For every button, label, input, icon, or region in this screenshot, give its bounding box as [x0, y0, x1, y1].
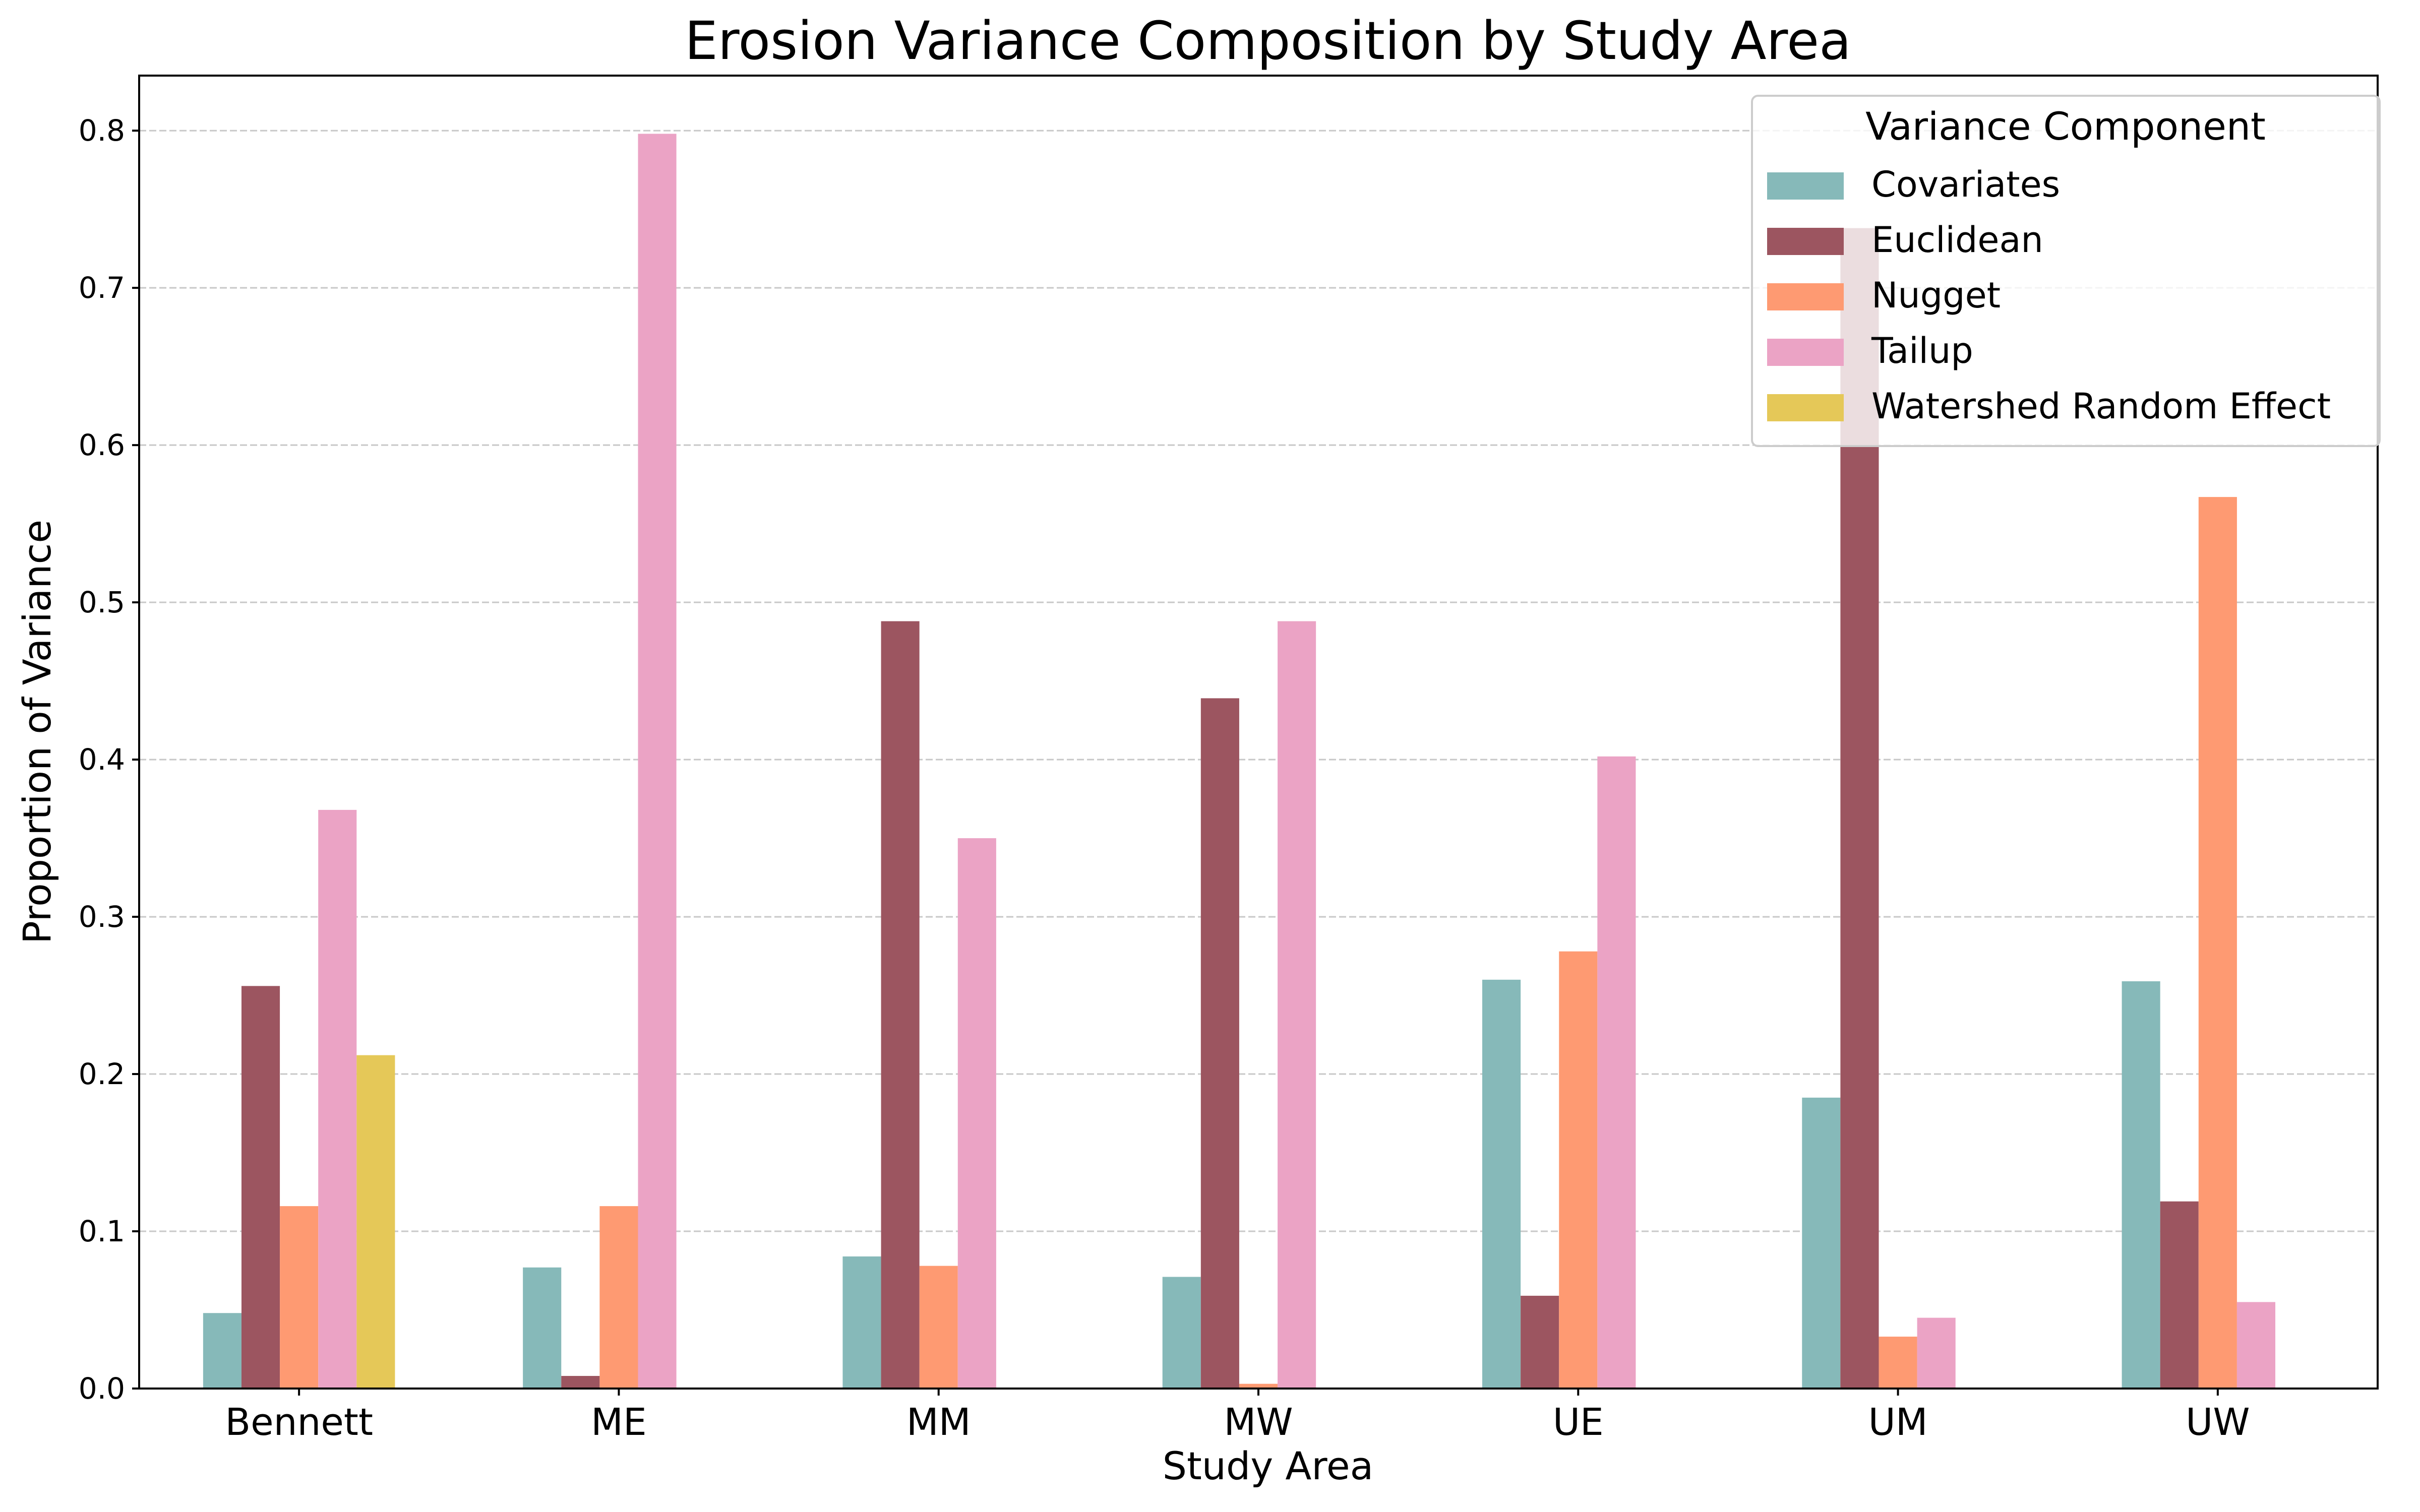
- bar-nugget-ue: [1559, 951, 1598, 1389]
- bar-covariates-mw: [1162, 1277, 1201, 1389]
- bar-euclidean-uw: [2160, 1201, 2199, 1389]
- legend-label: Euclidean: [1871, 219, 2043, 261]
- x-tick-label: Bennett: [225, 1401, 373, 1444]
- legend-swatch: [1767, 228, 1844, 255]
- bar-nugget-mm: [919, 1266, 958, 1389]
- y-tick-label: 0.6: [79, 428, 125, 462]
- bar-euclidean-me: [561, 1376, 600, 1389]
- bar-tailup-um: [1917, 1317, 1956, 1389]
- legend: Variance Component Covariates Euclidean Nu…: [1751, 95, 2381, 447]
- y-tick-label: 0.8: [79, 113, 125, 148]
- bar-covariates-uw: [2122, 981, 2160, 1389]
- bar-tailup-uw: [2236, 1302, 2276, 1389]
- legend-label: Tailup: [1871, 330, 1973, 371]
- bar-tailup-mw: [1278, 621, 1316, 1389]
- bar-nugget-mw: [1239, 1383, 1278, 1389]
- y-tick-label: 0.4: [79, 742, 125, 777]
- bar-tailup-me: [638, 134, 677, 1389]
- bar-tailup-mm: [957, 838, 996, 1389]
- y-tick-label: 0.7: [79, 271, 125, 305]
- y-tick-label: 0.3: [79, 900, 125, 934]
- bars: [203, 134, 2276, 1389]
- bar-covariates-ue: [1482, 979, 1521, 1389]
- legend-swatch: [1767, 172, 1844, 200]
- legend-swatch: [1767, 339, 1844, 366]
- chart-title: Erosion Variance Composition by Study Ar…: [685, 10, 1851, 72]
- legend-swatch: [1767, 394, 1844, 421]
- y-tick-label: 0.2: [79, 1057, 125, 1091]
- y-axis: 0.0 0.1 0.2 0.3 0.4 0.5 0.6 0.7 0.8: [79, 113, 139, 1406]
- x-axis-label: Study Area: [1163, 1443, 1373, 1488]
- bar-nugget-um: [1879, 1337, 1917, 1389]
- bar-euclidean-mm: [881, 621, 920, 1389]
- x-tick-label: MM: [906, 1401, 971, 1444]
- bar-tailup-bennett: [318, 809, 357, 1389]
- bar-covariates-um: [1802, 1097, 1841, 1389]
- x-tick-label: UM: [1868, 1401, 1928, 1444]
- bar-nugget-me: [599, 1206, 638, 1389]
- legend-label: Watershed Random Effect: [1871, 386, 2331, 427]
- bar-tailup-ue: [1597, 756, 1636, 1389]
- y-axis-label: Proportion of Variance: [15, 520, 59, 944]
- legend-items: Covariates Euclidean Nugget Tailup Watershed…: [1767, 164, 2331, 427]
- legend-box: [1751, 95, 2381, 447]
- x-tick-label: MW: [1224, 1401, 1293, 1444]
- y-tick-label: 0.5: [79, 585, 125, 619]
- legend-swatch: [1767, 283, 1844, 310]
- bar-euclidean-mw: [1200, 698, 1239, 1389]
- x-tick-label: UE: [1553, 1401, 1604, 1444]
- x-tick-label: ME: [591, 1401, 647, 1444]
- bar-nugget-bennett: [280, 1206, 319, 1389]
- bar-euclidean-bennett: [241, 986, 280, 1389]
- bar-covariates-me: [523, 1267, 562, 1389]
- y-tick-label: 0.0: [79, 1371, 125, 1406]
- legend-title: Variance Component: [1865, 104, 2266, 149]
- x-tick-label: UW: [2186, 1401, 2250, 1444]
- bar-euclidean-ue: [1521, 1295, 1559, 1389]
- x-axis: Bennett ME MM MW UE UM UW: [225, 1389, 2250, 1444]
- bar-watershed-random-effect-bennett: [356, 1055, 395, 1389]
- bar-nugget-uw: [2198, 497, 2237, 1389]
- y-tick-label: 0.1: [79, 1214, 125, 1248]
- legend-label: Covariates: [1871, 164, 2060, 205]
- bar-covariates-bennett: [203, 1313, 241, 1389]
- bar-covariates-mm: [842, 1256, 881, 1389]
- legend-label: Nugget: [1871, 275, 2001, 316]
